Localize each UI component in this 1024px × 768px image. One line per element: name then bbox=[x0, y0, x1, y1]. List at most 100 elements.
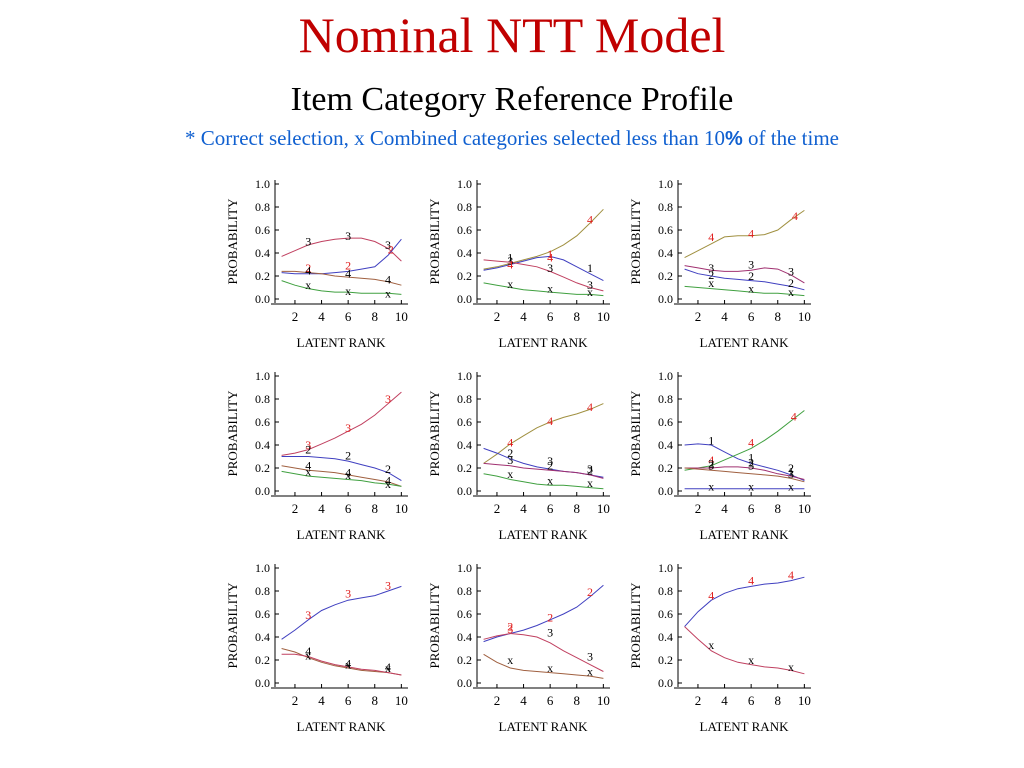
category-label: 4 bbox=[792, 209, 798, 223]
series-line-2 bbox=[684, 265, 805, 284]
y-tick-label: 0.2 bbox=[658, 653, 673, 667]
x-tick-label: 2 bbox=[292, 501, 299, 516]
category-label: 3 bbox=[345, 229, 351, 243]
category-label: 4 bbox=[385, 272, 391, 286]
category-label: 3 bbox=[547, 454, 553, 468]
y-tick-label: 0.6 bbox=[457, 223, 472, 237]
x-tick-label: 10 bbox=[798, 309, 811, 324]
series-line-2 bbox=[281, 238, 402, 275]
category-label: 1 bbox=[708, 433, 714, 447]
series-line-3 bbox=[281, 270, 402, 286]
page-subtitle: Item Category Reference Profile bbox=[290, 81, 734, 118]
x-tick-label: 2 bbox=[494, 693, 501, 708]
y-tick-label: 0.4 bbox=[255, 438, 270, 452]
category-label: 3 bbox=[305, 608, 311, 622]
x-tick-label: 10 bbox=[597, 501, 610, 516]
y-tick-label: 1.0 bbox=[658, 177, 673, 191]
x-tick-label: 2 bbox=[494, 309, 501, 324]
category-label: 4 bbox=[748, 574, 754, 588]
series-line-1 bbox=[483, 208, 604, 270]
x-tick-label: 4 bbox=[721, 693, 728, 708]
y-tick-label: 0.6 bbox=[457, 415, 472, 429]
y-tick-label: 0.2 bbox=[658, 461, 673, 475]
category-label: x bbox=[587, 285, 593, 299]
chart-panel-2: 0.0 0.2 0.4 0.6 0.8 1.0 2 4 6 8 10 LATENT RANK PROBA… bbox=[427, 177, 610, 350]
series-line-4 bbox=[281, 470, 402, 487]
series-line-2 bbox=[281, 456, 402, 482]
category-label: 2 bbox=[547, 459, 553, 473]
series-line-2 bbox=[684, 410, 805, 471]
category-label: 3 bbox=[385, 578, 391, 592]
y-tick-label: 0.0 bbox=[457, 484, 472, 498]
y-tick-label: 0.6 bbox=[658, 415, 673, 429]
y-tick-label: 0.4 bbox=[457, 246, 472, 260]
x-tick-label: 8 bbox=[775, 501, 782, 516]
category-label: 4 bbox=[345, 267, 351, 281]
y-tick-label: 0.6 bbox=[658, 607, 673, 621]
category-label: x bbox=[345, 468, 351, 482]
category-label: 2 bbox=[507, 446, 513, 460]
category-label: 1 bbox=[587, 261, 593, 275]
x-tick-label: 8 bbox=[372, 501, 379, 516]
category-label: 3 bbox=[748, 258, 754, 272]
x-tick-label: 4 bbox=[721, 309, 728, 324]
category-label: x bbox=[587, 665, 593, 679]
x-tick-label: 4 bbox=[318, 309, 325, 324]
series-line-1 bbox=[281, 585, 402, 640]
y-tick-label: 0.8 bbox=[658, 584, 673, 598]
y-axis-label: PROBABILITY bbox=[427, 390, 442, 477]
category-label: 4 bbox=[791, 409, 797, 423]
category-label: 3 bbox=[708, 261, 714, 275]
y-tick-label: 0.0 bbox=[658, 484, 673, 498]
x-axis-label: LATENT RANK bbox=[297, 335, 387, 350]
y-tick-label: 0.2 bbox=[658, 269, 673, 283]
y-tick-label: 0.8 bbox=[457, 200, 472, 214]
chart-panel-8: 0.0 0.2 0.4 0.6 0.8 1.0 2 4 6 8 10 LATENT RANK PROBA… bbox=[427, 561, 610, 734]
x-tick-label: 4 bbox=[318, 693, 325, 708]
x-tick-label: 2 bbox=[494, 501, 501, 516]
category-label: x bbox=[305, 464, 311, 478]
category-label: 2 bbox=[748, 455, 754, 469]
y-axis-label: PROBABILITY bbox=[628, 582, 643, 669]
x-tick-label: 2 bbox=[292, 693, 299, 708]
x-tick-label: 4 bbox=[721, 501, 728, 516]
y-axis-label: PROBABILITY bbox=[427, 582, 442, 669]
x-tick-label: 2 bbox=[292, 309, 299, 324]
category-label: 2 bbox=[547, 610, 553, 624]
category-label: 3 bbox=[788, 467, 794, 481]
y-tick-label: 0.0 bbox=[255, 292, 270, 306]
category-label: 4 bbox=[345, 466, 351, 480]
y-axis-label: PROBABILITY bbox=[628, 390, 643, 477]
category-label: 2 bbox=[388, 243, 394, 257]
y-tick-label: 1.0 bbox=[255, 369, 270, 383]
category-label: 2 bbox=[587, 463, 593, 477]
category-label: 3 bbox=[385, 392, 391, 406]
series-line-4 bbox=[483, 473, 604, 490]
category-label: 3 bbox=[547, 261, 553, 275]
y-tick-label: 0.4 bbox=[658, 630, 673, 644]
y-tick-label: 0.6 bbox=[255, 415, 270, 429]
category-label: 2 bbox=[788, 461, 794, 475]
x-axis-label: LATENT RANK bbox=[700, 527, 790, 542]
category-label: 4 bbox=[385, 474, 391, 488]
y-axis-label: PROBABILITY bbox=[628, 198, 643, 285]
category-label: 4 bbox=[507, 258, 513, 272]
y-tick-label: 1.0 bbox=[457, 561, 472, 575]
y-axis-label: PROBABILITY bbox=[225, 582, 240, 669]
x-tick-label: 10 bbox=[395, 309, 408, 324]
y-tick-label: 0.4 bbox=[457, 630, 472, 644]
series-line-4 bbox=[684, 467, 805, 483]
category-label: x bbox=[788, 660, 794, 674]
chart-panel-3: 0.0 0.2 0.4 0.6 0.8 1.0 2 4 6 8 10 LATENT RANK PROBA… bbox=[628, 177, 811, 350]
category-label: x bbox=[788, 285, 794, 299]
series-line-1 bbox=[684, 443, 805, 482]
x-axis-label: LATENT RANK bbox=[700, 719, 790, 734]
x-tick-label: 8 bbox=[574, 693, 581, 708]
y-axis-label: PROBABILITY bbox=[225, 390, 240, 477]
category-label: 4 bbox=[305, 459, 311, 473]
y-tick-label: 1.0 bbox=[255, 561, 270, 575]
category-label: 2 bbox=[345, 259, 351, 273]
legend-note-percent: % bbox=[724, 128, 743, 150]
